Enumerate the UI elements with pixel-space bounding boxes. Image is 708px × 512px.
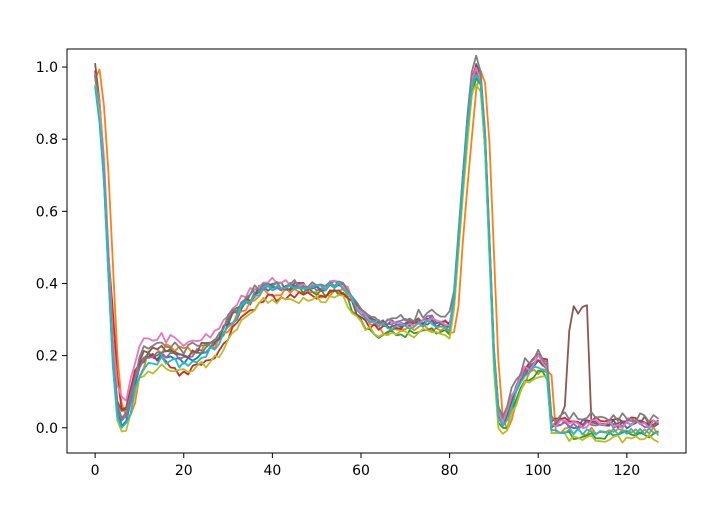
y-tick-label: 1.0 xyxy=(36,60,58,76)
series-line-10 xyxy=(94,73,659,436)
x-tick-label: 120 xyxy=(613,463,640,479)
y-axis: 0.0 0.2 0.4 0.6 0.8 1.0 xyxy=(36,60,67,437)
plot-area xyxy=(67,49,686,453)
x-tick-label: 60 xyxy=(352,463,370,479)
y-tick-label: 0.6 xyxy=(36,204,58,220)
series-layer xyxy=(94,54,659,444)
series-line-7 xyxy=(94,66,659,430)
x-tick-label: 80 xyxy=(441,463,459,479)
x-tick-label: 100 xyxy=(525,463,552,479)
x-tick-label: 20 xyxy=(175,463,193,479)
series-line-4 xyxy=(94,64,659,426)
plot-frame xyxy=(66,48,687,454)
y-tick-label: 0.0 xyxy=(36,421,58,437)
y-tick-label: 0.4 xyxy=(36,276,58,292)
x-axis: 0 20 40 60 80 100 120 xyxy=(91,453,640,479)
y-tick-label: 0.8 xyxy=(36,132,58,148)
y-tick-label: 0.2 xyxy=(36,349,58,365)
series-line-8 xyxy=(94,54,659,423)
x-tick-label: 0 xyxy=(91,463,100,479)
x-tick-label: 40 xyxy=(263,463,281,479)
